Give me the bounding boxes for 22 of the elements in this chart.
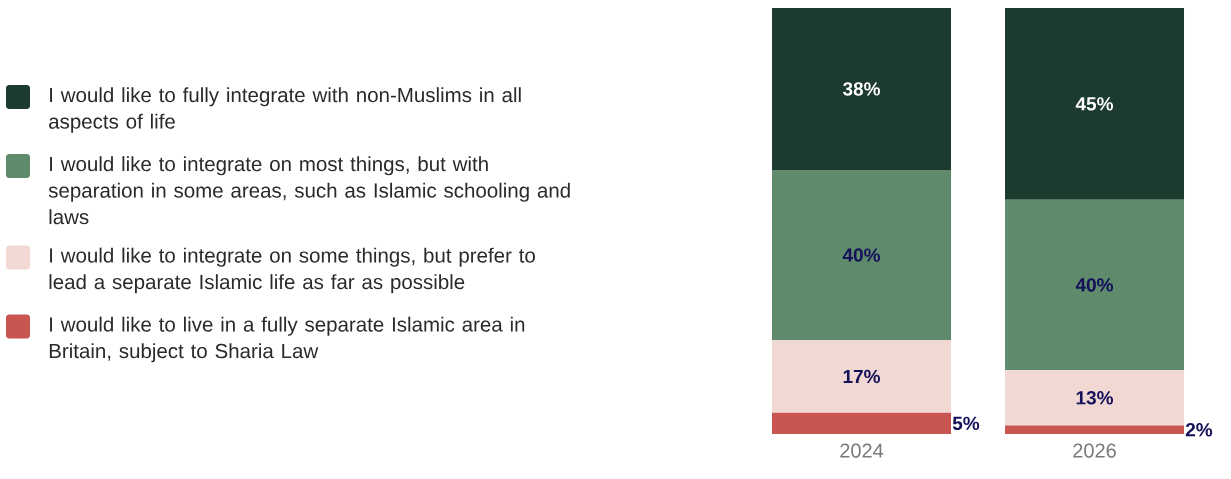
x-tick-label: 2026 xyxy=(1073,443,1116,458)
legend-label: I would like to integrate on most things, but with separation in some areas, such as Islamic schooling and laws xyxy=(48,156,570,225)
data-label: 40% xyxy=(842,248,881,262)
bar xyxy=(772,169,952,341)
bar xyxy=(772,412,952,434)
x-tick-label: 2024 xyxy=(840,443,884,458)
data-label: 13% xyxy=(1076,391,1114,405)
legend-label: I would like to fully integrate with non-Muslims in all aspects of life xyxy=(49,87,521,133)
bar xyxy=(772,340,952,413)
data-label: 38% xyxy=(842,82,881,96)
legend-label: I would like to integrate on some things, but prefer to lead a separate Islamic life as far as possible xyxy=(49,247,535,294)
data-label: 40% xyxy=(1075,278,1114,292)
bar xyxy=(1005,370,1185,426)
bar xyxy=(1005,425,1185,434)
data-label: 5% xyxy=(952,416,980,431)
data-label: 17% xyxy=(843,369,881,384)
bar xyxy=(1005,199,1185,371)
data-label: 2% xyxy=(1185,423,1213,437)
bar xyxy=(1005,8,1185,200)
data-label: 45% xyxy=(1075,97,1114,111)
bar xyxy=(772,8,952,170)
legend-label: I would like to live in a fully separate Islamic area in Britain, subject to Sharia Law xyxy=(49,316,525,363)
